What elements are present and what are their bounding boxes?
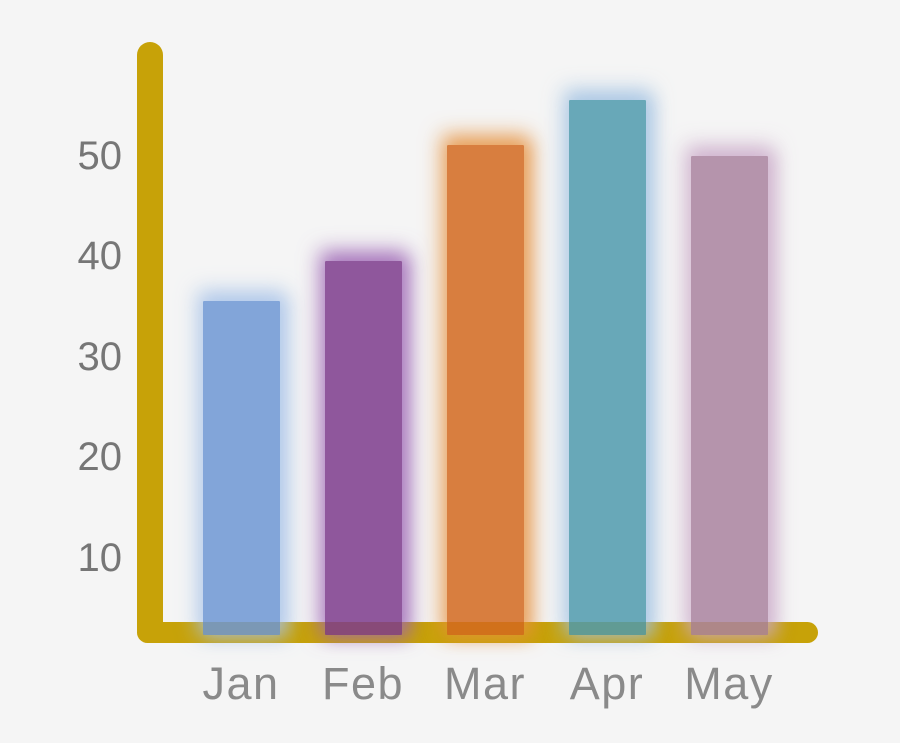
y-tick-label-20: 20 [77,435,123,479]
x-tick-label-jan: Jan [202,658,280,709]
y-tick-label-10: 10 [77,535,123,580]
x-tick-label-mar: Mar [444,658,526,709]
y-tick-label-40: 40 [77,234,123,278]
y-axis [137,42,163,643]
bar-apr [568,100,646,635]
bar-may [690,155,768,635]
bar-jan [202,301,280,635]
x-tick-label-apr: Apr [569,658,645,709]
x-tick-label-may: May [684,658,774,709]
bar-mar [446,145,524,635]
x-tick-label-feb: Feb [321,658,405,709]
y-tick-label-50: 50 [77,133,123,178]
bar-feb [324,261,402,635]
y-tick-label-30: 30 [77,334,123,379]
